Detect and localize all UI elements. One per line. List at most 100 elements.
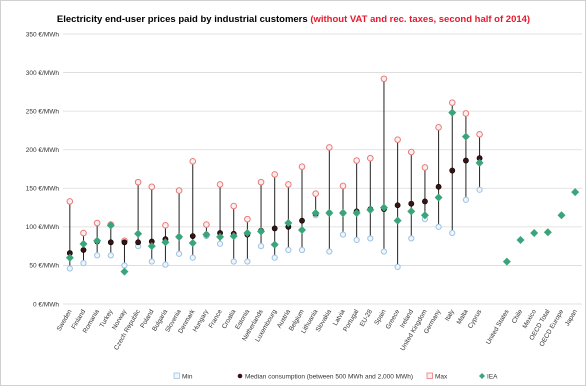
iea-point — [420, 211, 429, 220]
max-point — [353, 157, 360, 164]
iea-point — [298, 225, 307, 234]
data-markers — [65, 75, 580, 276]
median-point — [271, 225, 278, 232]
median-point — [422, 198, 428, 205]
min-point — [230, 258, 237, 265]
iea-point — [557, 211, 566, 220]
iea-point — [284, 219, 293, 227]
median-point — [107, 239, 114, 246]
iea-point — [257, 227, 266, 236]
min-point — [175, 250, 183, 257]
max-point — [66, 198, 74, 205]
chart-title: Electricity end-user prices paid by indu… — [0, 14, 587, 25]
legend-iea-marker — [479, 373, 485, 379]
min-point — [462, 196, 470, 203]
chart-title-subtitle: (without VAT and rec. taxes, second half… — [310, 14, 531, 25]
category-label: Chile — [511, 308, 525, 325]
iea-point — [175, 232, 184, 241]
min-point — [353, 236, 360, 244]
max-point — [394, 136, 401, 143]
min-point — [271, 254, 278, 261]
max-point — [93, 219, 101, 227]
legend-max-marker — [426, 372, 433, 379]
max-point — [339, 182, 347, 190]
min-point — [257, 243, 265, 250]
iea-point — [543, 228, 552, 237]
max-point — [407, 148, 415, 156]
iea-point — [434, 193, 443, 202]
min-point — [476, 186, 483, 193]
legend-label: Max — [435, 373, 448, 380]
max-point — [244, 215, 251, 223]
category-label: Japan — [564, 308, 579, 327]
max-point — [230, 202, 238, 210]
iea-point — [106, 221, 115, 230]
median-point — [299, 217, 305, 224]
y-tick-label: 100 €/MWh — [26, 224, 60, 231]
legend-min-marker — [173, 372, 180, 379]
min-point — [80, 260, 87, 267]
iea-point — [475, 158, 484, 167]
category-label: EU-28 — [359, 308, 374, 328]
iea-point — [407, 207, 416, 216]
iea-point — [352, 208, 361, 217]
min-point — [244, 258, 251, 265]
category-label: Greece — [385, 308, 402, 330]
max-point — [448, 99, 456, 106]
min-point — [298, 246, 306, 254]
max-point — [162, 222, 169, 229]
iea-point — [202, 230, 211, 239]
category-label: United States — [485, 308, 511, 346]
y-axis-ticks: 0 €/MWh 50 €/MWh 100 €/MWh 150 €/MWh 200 €/M… — [26, 31, 60, 308]
median-point — [449, 167, 456, 174]
max-point — [134, 178, 142, 186]
iea-point — [229, 232, 238, 241]
median-point — [80, 247, 87, 253]
legend-label: Median consumption (between 500 MWh and … — [245, 373, 413, 380]
iea-point — [379, 203, 388, 212]
max-point — [462, 110, 470, 117]
min-point — [449, 229, 456, 237]
category-label: Sweden — [56, 308, 74, 332]
y-tick-label: 350 €/MWh — [26, 31, 60, 38]
y-tick-label: 200 €/MWh — [26, 147, 60, 154]
max-point — [189, 157, 197, 165]
min-point — [408, 235, 415, 242]
legend-label: Min — [182, 373, 193, 380]
max-point — [380, 75, 388, 83]
iea-point — [147, 242, 156, 251]
iea-point — [571, 188, 580, 197]
min-point — [435, 223, 442, 230]
median-point — [135, 239, 142, 246]
iea-point — [134, 229, 143, 238]
iea-point — [516, 235, 525, 244]
max-point — [421, 164, 429, 171]
y-tick-label: 150 €/MWh — [26, 186, 60, 193]
max-point — [148, 183, 156, 191]
iea-point — [79, 239, 88, 248]
iea-point — [270, 240, 279, 249]
iea-point — [65, 253, 74, 262]
min-point — [285, 246, 292, 254]
iea-point — [393, 216, 402, 225]
iea-point — [161, 238, 170, 247]
iea-point — [366, 205, 375, 214]
median-point — [121, 239, 128, 246]
max-point — [216, 181, 224, 188]
iea-point — [530, 229, 539, 238]
max-point — [367, 154, 374, 162]
max-point — [476, 130, 483, 138]
iea-point — [502, 257, 511, 266]
iea-point — [461, 132, 470, 141]
max-point — [326, 144, 333, 151]
max-point — [271, 171, 278, 178]
iea-point — [243, 229, 252, 238]
min-point — [94, 252, 101, 259]
gridlines — [63, 33, 582, 305]
median-point — [435, 183, 442, 190]
max-point — [175, 187, 183, 194]
iea-point — [93, 236, 102, 245]
category-label: Cyprus — [467, 308, 484, 330]
min-point — [148, 258, 155, 265]
